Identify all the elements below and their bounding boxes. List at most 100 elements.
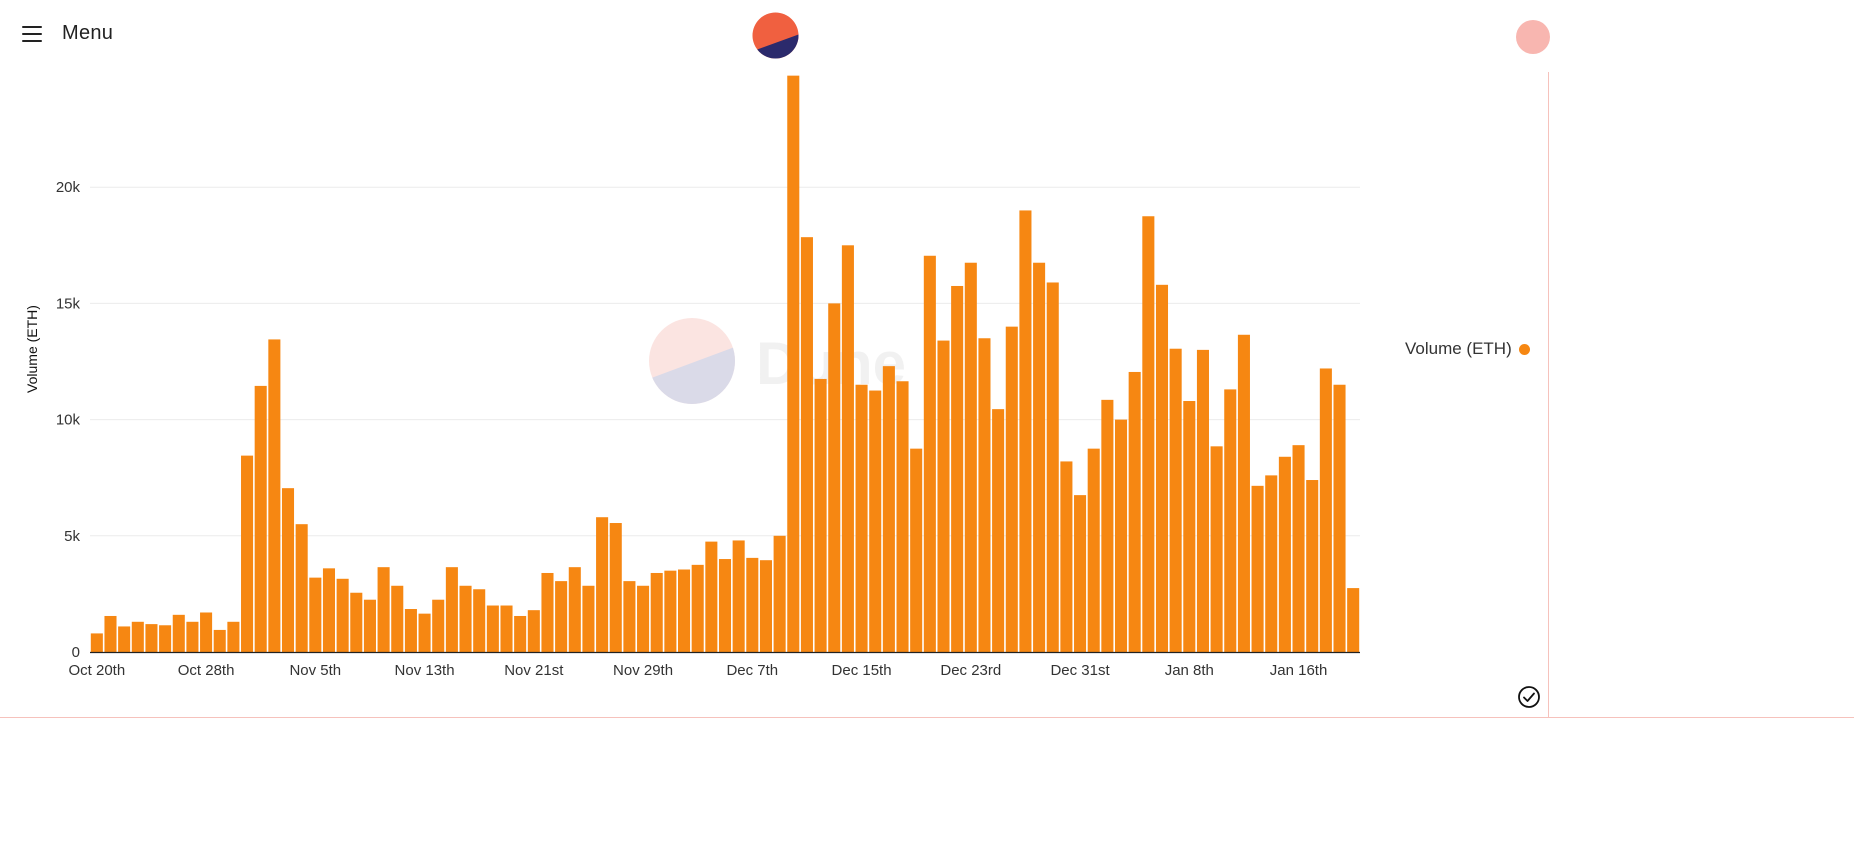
bar[interactable] [841, 245, 854, 653]
bar[interactable] [1306, 480, 1319, 652]
bar[interactable] [145, 624, 158, 652]
bar[interactable] [404, 609, 417, 652]
bar[interactable] [1019, 210, 1032, 652]
bar[interactable] [896, 381, 909, 652]
bar[interactable] [882, 366, 895, 652]
bar[interactable] [1046, 282, 1059, 652]
bar[interactable] [1101, 399, 1114, 652]
bar[interactable] [1005, 326, 1018, 652]
bar[interactable] [200, 612, 213, 652]
bar[interactable] [951, 285, 964, 652]
bar[interactable] [1155, 284, 1169, 652]
bar[interactable] [254, 385, 267, 652]
bar[interactable] [1087, 448, 1100, 652]
bar[interactable] [773, 535, 786, 652]
bar[interactable] [1142, 216, 1155, 652]
bar[interactable] [992, 409, 1005, 652]
avatar[interactable] [1516, 20, 1550, 54]
bar[interactable] [281, 488, 295, 652]
bar[interactable] [609, 523, 622, 652]
bar[interactable] [568, 567, 581, 652]
bar[interactable] [118, 626, 131, 652]
dune-logo[interactable] [752, 12, 799, 59]
bar[interactable] [473, 589, 486, 652]
bar[interactable] [732, 540, 745, 652]
bar[interactable] [1319, 368, 1332, 652]
menu-button[interactable]: Menu [22, 22, 113, 45]
bar[interactable] [363, 599, 376, 652]
bar[interactable] [377, 567, 390, 652]
menu-label: Menu [62, 22, 114, 44]
bar[interactable] [1169, 348, 1182, 652]
bar[interactable] [1074, 495, 1087, 652]
bar[interactable] [527, 610, 540, 652]
bar[interactable] [718, 559, 732, 652]
bar[interactable] [268, 339, 281, 652]
bar[interactable] [964, 262, 977, 652]
bar[interactable] [227, 621, 240, 652]
bar[interactable] [418, 613, 431, 652]
bar[interactable] [759, 560, 772, 652]
bar[interactable] [309, 577, 322, 652]
bar[interactable] [445, 567, 458, 652]
bar[interactable] [555, 581, 568, 652]
bar[interactable] [650, 572, 663, 652]
bar[interactable] [336, 578, 349, 652]
bar[interactable] [937, 340, 950, 652]
bar[interactable] [322, 568, 336, 652]
bar[interactable] [1237, 334, 1250, 652]
bar[interactable] [213, 629, 226, 652]
bar[interactable] [295, 524, 308, 652]
bar[interactable] [486, 605, 499, 652]
bar[interactable] [910, 448, 923, 652]
bar[interactable] [90, 633, 103, 652]
checkmark-circle-icon[interactable] [1517, 685, 1541, 709]
bar[interactable] [746, 557, 759, 652]
bar[interactable] [978, 338, 991, 652]
bar[interactable] [432, 599, 445, 652]
bar[interactable] [1033, 262, 1046, 652]
bar[interactable] [1278, 456, 1291, 652]
bar[interactable] [814, 378, 827, 652]
bar[interactable] [1292, 445, 1305, 652]
bar[interactable] [800, 237, 813, 653]
bar[interactable] [869, 390, 882, 652]
bar[interactable] [787, 75, 800, 652]
bar[interactable] [1210, 446, 1223, 652]
bars [90, 75, 1360, 653]
bar[interactable] [541, 572, 554, 652]
bar[interactable] [1060, 461, 1073, 652]
bar[interactable] [131, 621, 144, 652]
bar[interactable] [664, 570, 677, 652]
bar[interactable] [1251, 485, 1264, 652]
bar[interactable] [691, 564, 704, 652]
legend[interactable]: Volume (ETH) [1405, 339, 1530, 359]
bar[interactable] [623, 581, 636, 652]
bar[interactable] [186, 621, 199, 652]
bar[interactable] [1114, 419, 1128, 652]
bar[interactable] [705, 541, 718, 652]
bar[interactable] [855, 384, 868, 652]
bar[interactable] [1128, 371, 1141, 652]
bar[interactable] [459, 585, 472, 652]
bar[interactable] [1224, 389, 1237, 652]
bar[interactable] [923, 255, 936, 652]
bar[interactable] [678, 569, 691, 653]
bar[interactable] [159, 625, 172, 652]
bar[interactable] [1347, 588, 1360, 652]
bar[interactable] [172, 614, 185, 652]
bar[interactable] [828, 303, 841, 652]
bar[interactable] [241, 455, 254, 652]
bar[interactable] [637, 585, 650, 652]
bar[interactable] [1265, 475, 1278, 652]
bar[interactable] [596, 517, 609, 652]
bar[interactable] [391, 585, 404, 652]
bar[interactable] [582, 585, 595, 652]
bar[interactable] [104, 615, 117, 652]
bar[interactable] [1333, 384, 1346, 652]
bar[interactable] [1196, 349, 1209, 652]
bar[interactable] [500, 605, 513, 652]
bar[interactable] [1183, 401, 1196, 652]
bar[interactable] [350, 592, 363, 652]
bar[interactable] [514, 615, 527, 652]
